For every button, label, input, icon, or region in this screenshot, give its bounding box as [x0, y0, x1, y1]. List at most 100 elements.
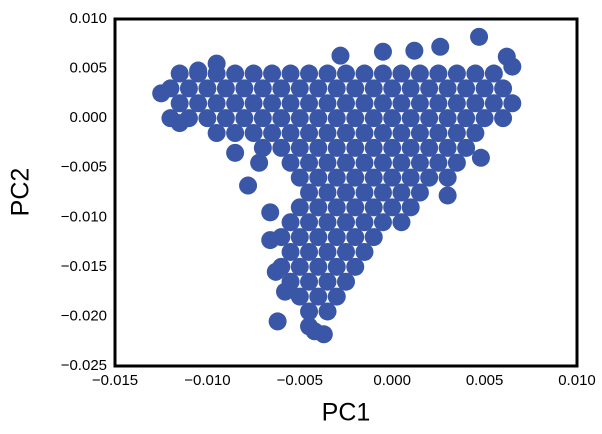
- point: [263, 124, 282, 143]
- x-tick-label: −0.015: [92, 372, 138, 389]
- point: [318, 124, 337, 143]
- point: [429, 94, 448, 113]
- point: [207, 124, 226, 143]
- point: [170, 94, 189, 113]
- point: [226, 124, 245, 143]
- point: [355, 64, 374, 83]
- point: [484, 94, 503, 113]
- point: [318, 183, 337, 202]
- point: [401, 109, 420, 128]
- point: [207, 54, 226, 73]
- x-tick-label: −0.005: [277, 372, 323, 389]
- point: [198, 109, 217, 128]
- point: [337, 94, 355, 113]
- point: [410, 153, 429, 172]
- point: [420, 168, 439, 187]
- point: [318, 242, 337, 261]
- point: [244, 64, 263, 83]
- point: [300, 153, 319, 172]
- point: [383, 79, 402, 98]
- point: [300, 183, 319, 202]
- point: [179, 79, 198, 98]
- y-tick-label: −0.015: [61, 258, 107, 275]
- point: [250, 153, 269, 172]
- point: [429, 64, 448, 83]
- point: [261, 231, 280, 250]
- point: [484, 64, 503, 83]
- point: [216, 109, 235, 128]
- point: [438, 186, 457, 205]
- point: [300, 272, 319, 291]
- x-axis-title: PC1: [322, 399, 371, 427]
- point: [235, 79, 254, 98]
- point: [281, 213, 300, 232]
- point: [309, 138, 328, 157]
- point: [327, 79, 346, 98]
- point: [253, 109, 272, 128]
- point: [494, 79, 513, 98]
- point: [170, 114, 189, 133]
- point: [364, 198, 383, 217]
- point: [290, 257, 309, 276]
- point: [272, 138, 291, 157]
- point: [438, 138, 457, 157]
- point: [318, 64, 337, 83]
- point: [373, 42, 392, 61]
- point: [420, 109, 439, 128]
- point: [327, 257, 346, 276]
- point: [364, 79, 383, 98]
- point: [410, 94, 429, 113]
- point: [290, 168, 309, 187]
- point: [447, 124, 466, 143]
- point: [457, 109, 476, 128]
- point: [189, 61, 208, 80]
- point: [318, 272, 337, 291]
- point: [346, 109, 365, 128]
- point: [318, 302, 337, 321]
- point: [373, 124, 392, 143]
- point: [300, 242, 319, 261]
- point: [281, 64, 300, 83]
- point: [327, 138, 346, 157]
- point: [263, 94, 282, 113]
- point: [471, 148, 490, 167]
- x-tick-label: 0.000: [373, 372, 411, 389]
- point: [226, 143, 245, 162]
- y-tick-label: 0.000: [69, 109, 107, 126]
- point: [318, 94, 337, 113]
- point: [383, 109, 402, 128]
- point: [305, 322, 324, 341]
- point: [337, 124, 355, 143]
- point: [475, 79, 494, 98]
- point: [327, 228, 346, 247]
- point: [300, 64, 319, 83]
- point: [383, 198, 402, 217]
- point: [263, 64, 282, 83]
- y-tick-label: −0.010: [61, 208, 107, 225]
- point: [170, 64, 189, 83]
- y-tick-label: 0.005: [69, 60, 107, 77]
- points: [152, 27, 522, 344]
- x-tick-label: 0.005: [466, 372, 504, 389]
- point: [244, 124, 263, 143]
- point: [373, 64, 392, 83]
- point: [355, 124, 374, 143]
- point: [266, 262, 285, 281]
- point: [290, 79, 309, 98]
- point: [392, 64, 411, 83]
- point: [447, 94, 466, 113]
- point: [355, 183, 374, 202]
- point: [373, 183, 392, 202]
- point: [309, 287, 328, 306]
- point: [466, 64, 485, 83]
- point: [364, 228, 383, 247]
- y-tick-label: −0.020: [61, 307, 107, 324]
- point: [327, 287, 346, 306]
- point: [198, 79, 217, 98]
- point: [355, 213, 374, 232]
- point: [327, 168, 346, 187]
- y-axis-title: PC2: [7, 168, 35, 217]
- point: [401, 198, 420, 217]
- point: [401, 168, 420, 187]
- point: [337, 272, 355, 291]
